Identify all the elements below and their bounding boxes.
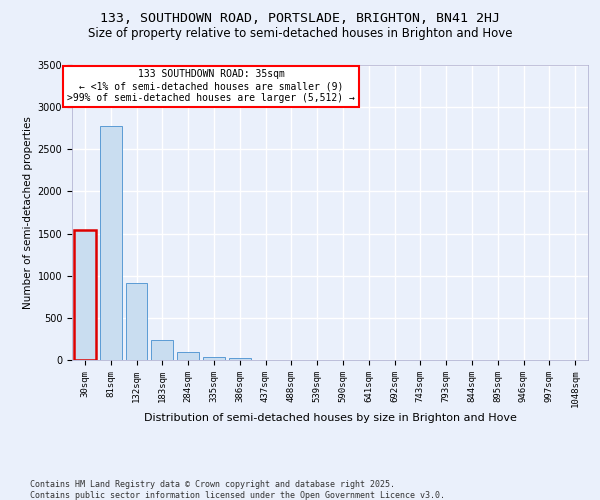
Y-axis label: Number of semi-detached properties: Number of semi-detached properties xyxy=(23,116,34,309)
Bar xyxy=(74,230,96,360)
Text: 133 SOUTHDOWN ROAD: 35sqm
← <1% of semi-detached houses are smaller (9)
>99% of : 133 SOUTHDOWN ROAD: 35sqm ← <1% of semi-… xyxy=(67,70,355,102)
Bar xyxy=(100,126,122,360)
Text: Size of property relative to semi-detached houses in Brighton and Hove: Size of property relative to semi-detach… xyxy=(88,28,512,40)
X-axis label: Distribution of semi-detached houses by size in Brighton and Hove: Distribution of semi-detached houses by … xyxy=(143,413,517,423)
Bar xyxy=(151,340,173,360)
Bar xyxy=(125,284,148,360)
Bar xyxy=(177,352,199,360)
Text: Contains HM Land Registry data © Crown copyright and database right 2025.
Contai: Contains HM Land Registry data © Crown c… xyxy=(30,480,445,500)
Bar xyxy=(229,358,251,360)
Bar xyxy=(203,356,225,360)
Text: 133, SOUTHDOWN ROAD, PORTSLADE, BRIGHTON, BN41 2HJ: 133, SOUTHDOWN ROAD, PORTSLADE, BRIGHTON… xyxy=(100,12,500,26)
